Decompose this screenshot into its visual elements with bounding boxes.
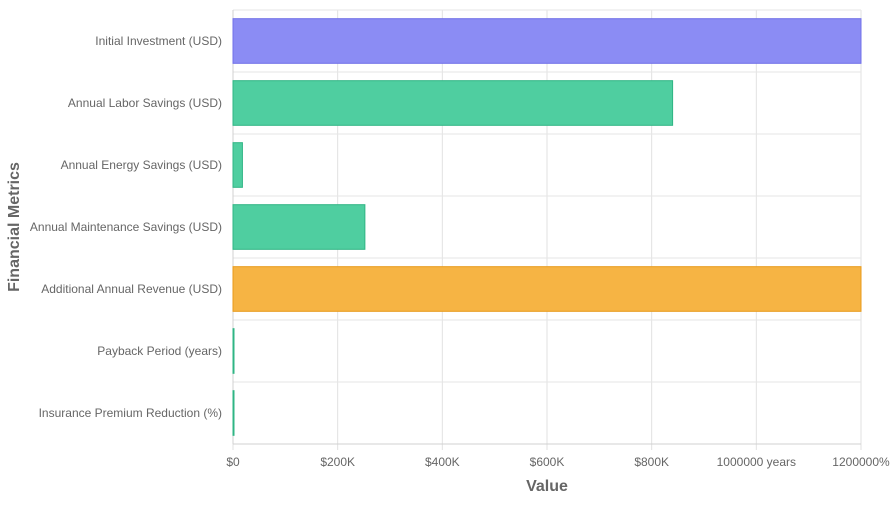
bar[interactable] <box>232 18 862 64</box>
x-tick-label: $200K <box>320 455 355 469</box>
y-tick-label: Insurance Premium Reduction (%) <box>39 406 222 420</box>
x-tick-label: $600K <box>530 455 565 469</box>
y-axis-title: Financial Metrics <box>6 162 23 292</box>
x-tick-label: $0 <box>226 455 240 469</box>
bar[interactable] <box>232 142 243 188</box>
x-tick-label: $400K <box>425 455 460 469</box>
grid <box>232 9 862 450</box>
y-axis-tick-labels: Initial Investment (USD) Annual Labor Sav… <box>30 34 222 420</box>
y-tick-label: Additional Annual Revenue (USD) <box>41 282 222 296</box>
y-tick-label: Payback Period (years) <box>97 344 222 358</box>
y-tick-label: Initial Investment (USD) <box>95 34 222 48</box>
x-tick-label: 1000000 years <box>717 455 796 469</box>
x-tick-label: $800K <box>634 455 669 469</box>
y-tick-label: Annual Maintenance Savings (USD) <box>30 220 222 234</box>
bar[interactable] <box>232 390 235 436</box>
x-axis-tick-labels: $0 $200K $400K $600K $800K 1000000 years 12000… <box>226 455 890 469</box>
x-tick-label: 1200000% <box>832 455 890 469</box>
bar[interactable] <box>232 204 366 250</box>
bar[interactable] <box>232 328 235 374</box>
x-axis-title: Value <box>526 478 568 495</box>
bar[interactable] <box>232 266 862 312</box>
bar[interactable] <box>232 80 674 126</box>
y-tick-label: Annual Energy Savings (USD) <box>61 158 222 172</box>
bars <box>232 18 862 436</box>
y-tick-label: Annual Labor Savings (USD) <box>68 96 222 110</box>
